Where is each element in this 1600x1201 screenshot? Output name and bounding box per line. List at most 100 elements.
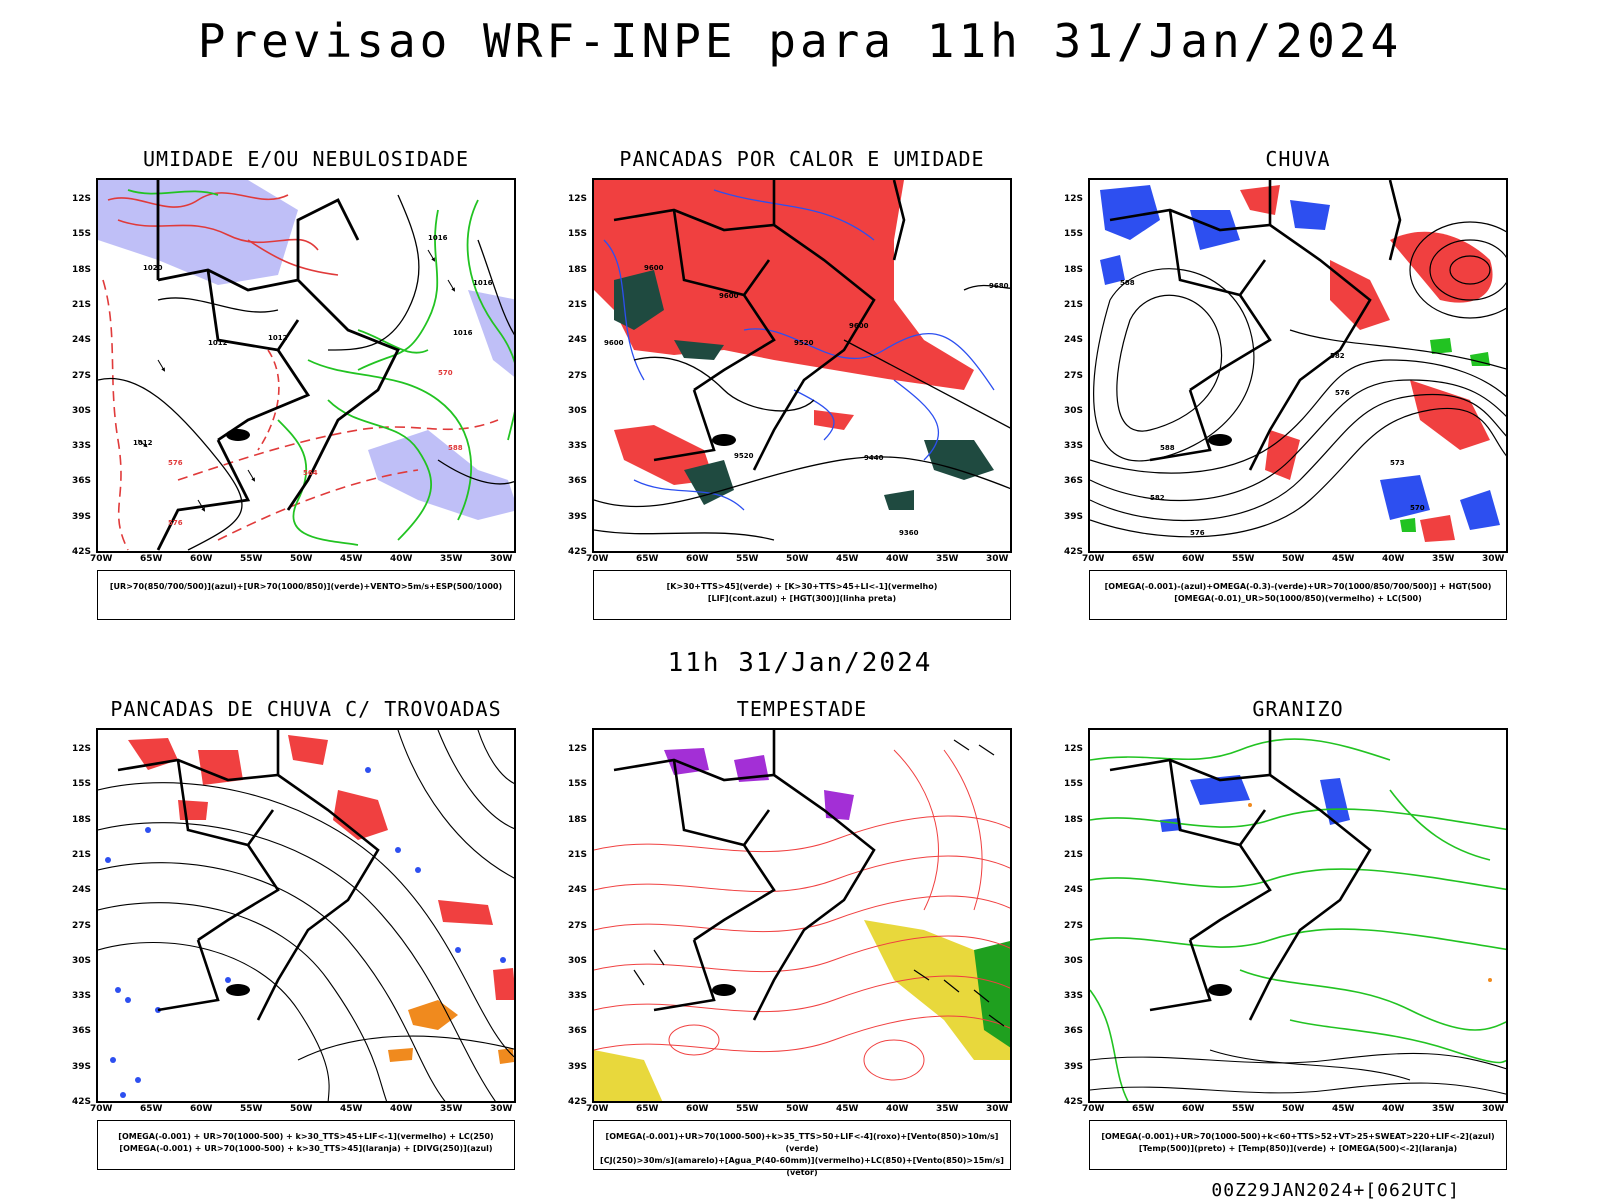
lon-tick-label: 30W [986,554,1009,564]
lat-tick-label: 33S [1064,991,1084,1002]
legend-pancadas-calor: [K>30+TTS>45](verde) + [K>30+TTS>45+LI<-… [593,570,1011,620]
legend-line: [OMEGA(-0.001) + UR>70(1000-500) + k>30_… [118,1132,494,1141]
lon-tick-label: 55W [240,554,263,564]
lat-tick-label: 33S [568,991,588,1002]
lat-tick-label: 33S [1064,441,1084,452]
lon-tick-label: 40W [886,1104,909,1114]
lon-tick-label: 55W [240,1104,263,1114]
panel-title-umidade: UMIDADE E/OU NEBULOSIDADE [142,147,470,171]
legend-line: [OMEGA(-0.001)-(azul)+OMEGA(-0.3)-(verde… [1104,582,1492,591]
panel-title-tempestade: TEMPESTADE [736,697,868,721]
map-umidade-graphic: 1012 1012 1012 1016 1016 1016 1020 576 5… [98,180,514,551]
contour-label: 582 [1330,352,1345,360]
lon-tick-label: 70W [90,554,113,564]
lat-tick-label: 12S [1064,194,1084,204]
panel-title-pancadas-calor: PANCADAS POR CALOR E UMIDADE [619,147,985,171]
map-granizo [1088,728,1508,1103]
lat-tick-label: 30S [1064,405,1084,416]
lat-tick-label: 24S [568,335,588,346]
lat-tick-label: 27S [72,370,92,381]
lat-tick-label: 33S [72,441,92,452]
lat-tick-label: 24S [72,335,92,346]
lon-tick-label: 50W [786,1104,809,1114]
lat-tick-label: 12S [1064,744,1084,754]
lon-tick-label: 30W [1482,554,1505,564]
panel-title-trovoadas: PANCADAS DE CHUVA C/ TROVOADAS [110,697,502,721]
contour-label: 588 [1160,444,1175,452]
contour-label: 9600 [644,264,664,272]
lat-tick-label: 18S [568,814,588,825]
lon-tick-label: 55W [736,1104,759,1114]
legend-trovoadas: [OMEGA(-0.001) + UR>70(1000-500) + k>30_… [97,1120,515,1170]
lat-tick-label: 21S [72,299,92,310]
lon-tick-label: 45W [340,1104,363,1114]
lat-tick-label: 30S [72,955,92,966]
contour-label: 564 [303,469,318,477]
contour-label: 9600 [719,292,739,300]
lon-tick-label: 65W [140,554,163,564]
lat-tick-label: 39S [72,511,92,522]
contour-label: 9520 [734,452,754,460]
lat-tick-label: 15S [568,229,588,240]
contour-label: 9440 [864,454,884,462]
lat-tick-label: 27S [1064,920,1084,931]
lon-tick-label: 70W [1082,554,1105,564]
legend-line: [OMEGA(-0.01)_UR>50(1000/850)(vermelho) … [1174,594,1422,603]
lat-tick-label: 15S [568,779,588,790]
lat-tick-label: 21S [1064,299,1084,310]
lon-tick-label: 30W [490,554,513,564]
map-granizo-graphic [1090,730,1506,1101]
lat-tick-label: 27S [72,920,92,931]
contour-label: 570 [1410,504,1425,512]
lat-tick-label: 39S [1064,511,1084,522]
map-pancadas-calor: 9600 9600 9600 9600 9520 9520 9680 9440 … [592,178,1012,553]
lat-tick-label: 36S [568,1026,588,1037]
contour-label: 576 [168,459,183,467]
main-title: Previsao WRF-INPE para 11h 31/Jan/2024 [197,14,1403,68]
legend-line: [K>30+TTS>45](verde) + [K>30+TTS>45+LI<-… [666,582,938,591]
legend-granizo: [OMEGA(-0.001)+UR>70(1000-500)+k<60+TTS>… [1089,1120,1507,1170]
lat-tick-label: 36S [568,476,588,487]
lon-tick-label: 35W [936,1104,959,1114]
contour-label: 9360 [899,529,919,537]
lat-tick-label: 39S [1064,1061,1084,1072]
contour-label: 1012 [208,339,228,347]
lat-tick-label: 12S [72,194,92,204]
lat-tick-label: 15S [72,779,92,790]
lon-tick-label: 50W [290,554,313,564]
contour-label: 576 [1335,389,1350,397]
map-trovoadas [96,728,516,1103]
legend-line: [LIF](cont.azul) + [HGT(300)](linha pret… [707,594,897,603]
lat-tick-label: 18S [1064,814,1084,825]
lon-tick-label: 65W [140,1104,163,1114]
map-chuva-graphic: 588 588 582 582 576 576 573 570 [1090,180,1506,542]
lat-tick-label: 30S [1064,955,1084,966]
lat-tick-label: 15S [1064,779,1084,790]
lat-tick-label: 21S [72,849,92,860]
contour-label: 9600 [604,339,624,347]
contour-label: 576 [1190,529,1205,537]
lon-tick-label: 35W [440,554,463,564]
contour-label: 1016 [473,279,493,287]
map-trovoadas-graphic [98,730,514,1101]
lat-tick-label: 15S [1064,229,1084,240]
lat-tick-label: 18S [568,264,588,275]
lat-tick-label: 12S [568,744,588,754]
contour-label: 1012 [133,439,153,447]
lon-tick-label: 40W [390,1104,413,1114]
lon-tick-label: 65W [1132,1104,1155,1114]
lon-tick-label: 35W [936,554,959,564]
lat-tick-label: 27S [568,370,588,381]
lon-tick-label: 35W [1432,554,1455,564]
lon-tick-label: 40W [1382,554,1405,564]
lat-tick-label: 30S [72,405,92,416]
legend-line: [OMEGA(-0.001)+UR>70(1000-500)+k>35_TTS>… [605,1132,999,1153]
legend-line: [UR>70(850/700/500)](azul)+[UR>70(1000/8… [109,582,503,591]
lon-tick-label: 35W [1432,1104,1455,1114]
lon-tick-label: 60W [686,554,709,564]
lat-tick-label: 21S [568,849,588,860]
lat-tick-label: 24S [72,885,92,896]
contour-label: 9680 [989,282,1009,290]
lat-tick-label: 24S [568,885,588,896]
lat-tick-label: 30S [568,955,588,966]
